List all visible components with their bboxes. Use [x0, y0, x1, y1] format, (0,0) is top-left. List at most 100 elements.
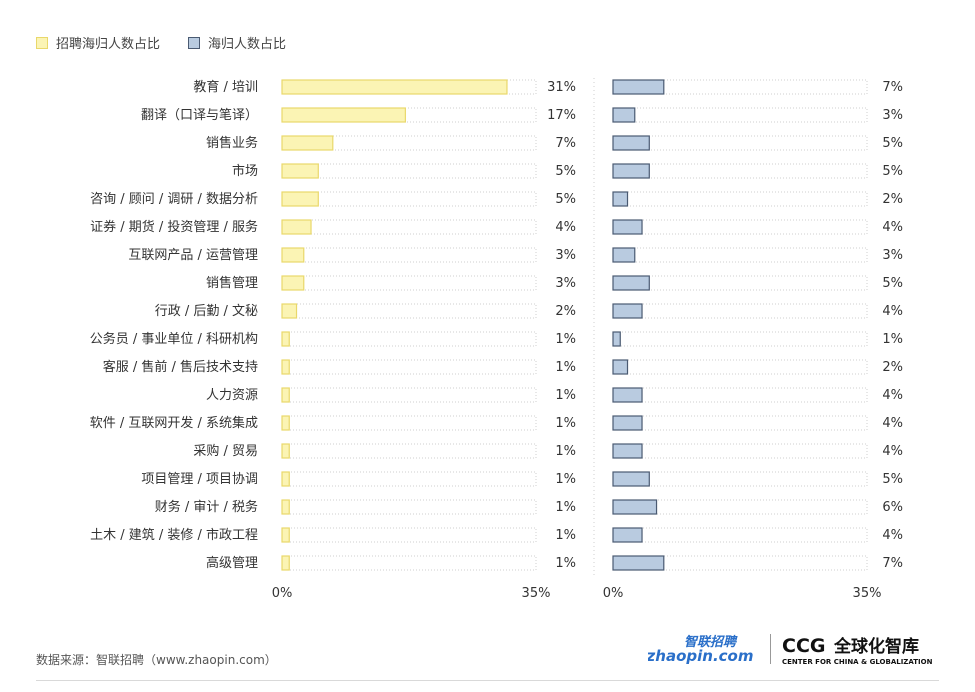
bar-series2	[612, 555, 665, 571]
bar-track	[281, 359, 537, 375]
category-label: 销售业务	[206, 135, 258, 151]
bar-series1	[281, 359, 290, 375]
bar-track	[281, 163, 537, 179]
legend: 招聘海归人数占比 海归人数占比	[36, 33, 286, 52]
zhaopin-logo-en: zhaopin.com	[648, 647, 753, 665]
bar-track	[612, 135, 868, 151]
bar-series1	[281, 247, 305, 263]
legend-item-series1: 招聘海归人数占比	[36, 33, 160, 52]
data-label-series1: 1%	[555, 500, 576, 515]
zhaopin-logo: 智联招聘 zhaopin.com	[648, 634, 753, 665]
ccg-logo-cn: 全球化智库	[833, 636, 919, 657]
bar-track	[281, 527, 537, 543]
category-label: 人力资源	[206, 388, 258, 403]
bar-series1	[281, 527, 290, 543]
bar-track	[612, 331, 868, 347]
data-label-series2: 7%	[882, 80, 903, 95]
bar-track	[281, 415, 537, 431]
bar-series1	[281, 163, 319, 179]
x-tick-label-max: 35%	[522, 586, 551, 601]
bar-series1	[281, 415, 290, 431]
bar-series2	[612, 359, 629, 375]
data-label-series2: 4%	[882, 304, 903, 319]
bar-track	[281, 247, 537, 263]
data-label-series2: 4%	[882, 220, 903, 235]
bar-series2	[612, 219, 643, 235]
bar-series2	[612, 443, 643, 459]
bar-track	[281, 191, 537, 207]
bar-series2	[612, 247, 636, 263]
bar-track	[281, 555, 537, 571]
bar-series1	[281, 107, 406, 123]
category-label: 市场	[232, 163, 258, 179]
bar-track	[281, 499, 537, 515]
bar-series2	[612, 331, 621, 347]
data-label-series2: 2%	[882, 192, 903, 207]
category-label: 翻译（口译与笔译）	[141, 107, 258, 123]
bar-series1	[281, 275, 305, 291]
zhaopin-logo-cn: 智联招聘	[684, 634, 738, 650]
bar-series1	[281, 331, 290, 347]
category-label: 咨询 / 顾问 / 调研 / 数据分析	[90, 192, 258, 207]
category-label: 教育 / 培训	[193, 79, 258, 95]
data-label-series2: 4%	[882, 416, 903, 431]
data-label-series2: 5%	[882, 276, 903, 291]
bar-track	[612, 387, 868, 403]
bar-series1	[281, 303, 298, 319]
data-label-series2: 4%	[882, 388, 903, 403]
category-label: 采购 / 贸易	[193, 443, 258, 459]
bar-series1	[281, 191, 319, 207]
bar-series2	[612, 79, 665, 95]
data-label-series2: 3%	[882, 248, 903, 263]
bar-track	[612, 275, 868, 291]
bar-track	[281, 303, 537, 319]
bar-track	[281, 331, 537, 347]
bar-track	[612, 219, 868, 235]
x-tick-label-min: 0%	[603, 586, 624, 601]
ccg-logo: CCG 全球化智库 CENTER FOR CHINA & GLOBALIZATI…	[782, 635, 933, 666]
data-label-series1: 4%	[555, 220, 576, 235]
logo-divider	[770, 634, 771, 664]
bar-track	[281, 387, 537, 403]
bar-series1	[281, 219, 312, 235]
data-label-series1: 1%	[555, 444, 576, 459]
category-label: 项目管理 / 项目协调	[141, 472, 258, 487]
bar-series2	[612, 499, 658, 515]
category-label: 软件 / 互联网开发 / 系统集成	[90, 415, 258, 431]
ccg-logo-mark: CCG	[782, 635, 825, 657]
bar-track	[612, 359, 868, 375]
data-label-series1: 5%	[555, 192, 576, 207]
bar-series2	[612, 163, 650, 179]
data-label-series1: 5%	[555, 164, 576, 179]
data-label-series1: 1%	[555, 332, 576, 347]
data-label-series1: 1%	[555, 388, 576, 403]
bar-track	[612, 471, 868, 487]
data-label-series1: 1%	[555, 528, 576, 543]
bar-track	[612, 107, 868, 123]
bar-track	[612, 247, 868, 263]
data-label-series2: 4%	[882, 528, 903, 543]
data-label-series2: 7%	[882, 556, 903, 571]
bar-track	[281, 471, 537, 487]
bar-series2	[612, 387, 643, 403]
bar-track	[612, 415, 868, 431]
bar-series2	[612, 135, 650, 151]
bar-track	[281, 275, 537, 291]
bar-track	[612, 303, 868, 319]
data-label-series1: 1%	[555, 360, 576, 375]
category-label: 高级管理	[206, 555, 258, 571]
bar-series2	[612, 303, 643, 319]
bar-series2	[612, 275, 650, 291]
data-label-series1: 3%	[555, 248, 576, 263]
data-label-series2: 5%	[882, 136, 903, 151]
category-label: 客服 / 售前 / 售后技术支持	[103, 359, 258, 375]
bar-series1	[281, 499, 290, 515]
category-label: 公务员 / 事业单位 / 科研机构	[90, 331, 258, 347]
bar-series1	[281, 135, 334, 151]
x-tick-label-min: 0%	[272, 586, 293, 601]
data-label-series1: 3%	[555, 276, 576, 291]
footer-divider	[36, 680, 939, 681]
category-label: 土木 / 建筑 / 装修 / 市政工程	[90, 527, 258, 543]
legend-item-series2: 海归人数占比	[188, 33, 286, 52]
data-label-series1: 2%	[555, 304, 576, 319]
